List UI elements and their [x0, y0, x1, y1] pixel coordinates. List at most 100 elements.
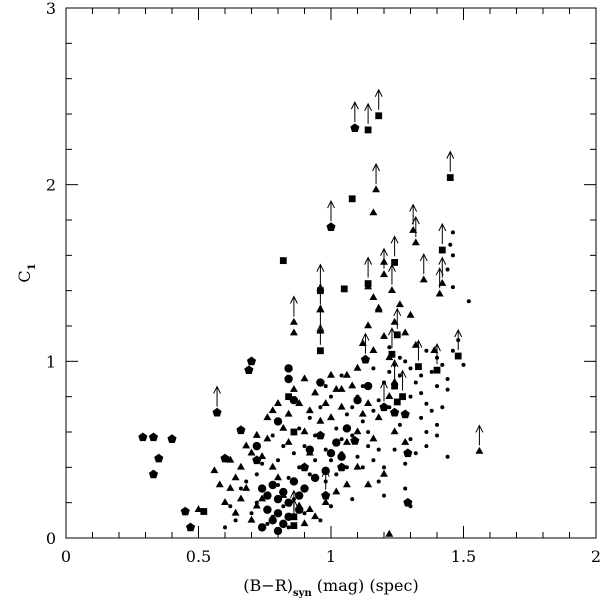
point-triangle	[385, 392, 394, 399]
point-dot	[360, 384, 365, 389]
point-circle	[284, 374, 293, 384]
lower-limit-arrow	[454, 328, 463, 351]
point-triangle	[372, 185, 381, 193]
point-pentagon	[315, 430, 325, 440]
point-triangle	[221, 498, 229, 505]
point-square	[290, 522, 298, 530]
point-triangle	[374, 305, 383, 313]
point-pentagon	[321, 490, 331, 500]
point-triangle	[305, 406, 314, 414]
point-dot	[302, 511, 307, 516]
point-square	[388, 350, 396, 358]
point-pentagon	[154, 453, 164, 463]
lower-limit-arrow	[289, 498, 298, 520]
point-triangle	[409, 226, 418, 233]
point-pentagon	[220, 453, 230, 463]
point-dot	[387, 345, 392, 350]
x-axis-title: (B−R)syn (mag) (spec)	[243, 576, 418, 599]
point-dot	[329, 458, 333, 463]
point-triangle	[337, 402, 346, 410]
point-triangle	[247, 448, 256, 456]
point-triangle	[353, 363, 362, 371]
point-triangle	[300, 519, 309, 527]
point-dot	[392, 447, 397, 452]
point-circle	[279, 519, 288, 529]
lower-limit-arrow	[374, 88, 383, 110]
point-triangle	[327, 370, 335, 378]
point-triangle	[305, 448, 314, 456]
point-triangle	[210, 466, 219, 474]
point-triangle	[475, 446, 484, 454]
point-circle	[257, 484, 267, 493]
point-pentagon	[400, 409, 410, 419]
lower-limit-arrow	[446, 150, 455, 172]
y-tick-label: 3	[46, 0, 56, 18]
point-dot	[403, 359, 408, 364]
point-pentagon	[299, 462, 310, 472]
point-dot	[355, 454, 360, 459]
point-dot	[329, 504, 333, 509]
point-dot	[445, 267, 450, 272]
point-dot	[339, 437, 344, 442]
point-circle	[300, 484, 309, 493]
point-dot	[397, 355, 402, 360]
point-dot	[382, 465, 386, 470]
point-square	[391, 382, 398, 390]
point-dot	[429, 408, 434, 413]
point-square	[391, 259, 398, 266]
x-axis-title-subscript: syn	[293, 588, 312, 599]
lower-limit-arrow	[475, 424, 484, 446]
point-dot	[291, 451, 296, 456]
point-dot	[419, 391, 424, 396]
point-dot	[376, 479, 381, 484]
lower-limit-arrow	[398, 369, 407, 391]
point-triangle	[364, 480, 373, 488]
point-dot	[371, 458, 376, 463]
point-triangle	[300, 427, 309, 435]
point-pentagon	[236, 425, 246, 435]
x-tick-label: 1	[326, 547, 336, 566]
point-square	[399, 393, 406, 401]
point-square	[279, 257, 287, 265]
point-dot	[334, 426, 339, 431]
point-dot	[254, 472, 259, 477]
point-triangle	[268, 406, 277, 414]
point-square	[393, 398, 401, 406]
point-pentagon	[246, 356, 257, 366]
point-triangle	[353, 462, 362, 470]
point-dot	[318, 405, 323, 410]
point-circle	[268, 480, 277, 490]
point-pentagon	[350, 123, 360, 133]
lower-limit-arrow	[380, 380, 388, 402]
point-triangle	[226, 483, 235, 491]
point-circle	[284, 498, 293, 507]
point-triangle	[295, 501, 304, 509]
point-circle	[273, 526, 283, 536]
point-triangle	[390, 377, 399, 385]
point-dot	[376, 398, 381, 403]
point-triangle	[337, 385, 346, 392]
point-triangle	[353, 427, 362, 435]
point-triangle	[215, 480, 224, 488]
point-dot	[307, 415, 312, 420]
point-dot	[408, 437, 413, 442]
point-circle	[252, 441, 261, 451]
point-triangle	[385, 353, 394, 361]
point-dot	[419, 415, 424, 420]
point-dot	[233, 518, 238, 523]
x-axis-title-rest: (mag) (spec)	[312, 576, 419, 595]
point-triangle	[438, 279, 447, 286]
point-pentagon	[148, 469, 159, 479]
point-dot	[440, 362, 445, 367]
point-triangle	[247, 515, 256, 523]
point-triangle	[332, 385, 341, 392]
point-square	[438, 246, 446, 254]
point-square	[200, 508, 208, 515]
point-dot	[403, 461, 408, 466]
data-points	[138, 112, 484, 537]
point-dot	[276, 483, 280, 487]
lower-limit-arrow	[316, 304, 325, 326]
point-triangle	[305, 505, 314, 513]
tick-labels: 0 0.5 1 1.5 2 0 1 2 3	[46, 0, 601, 566]
